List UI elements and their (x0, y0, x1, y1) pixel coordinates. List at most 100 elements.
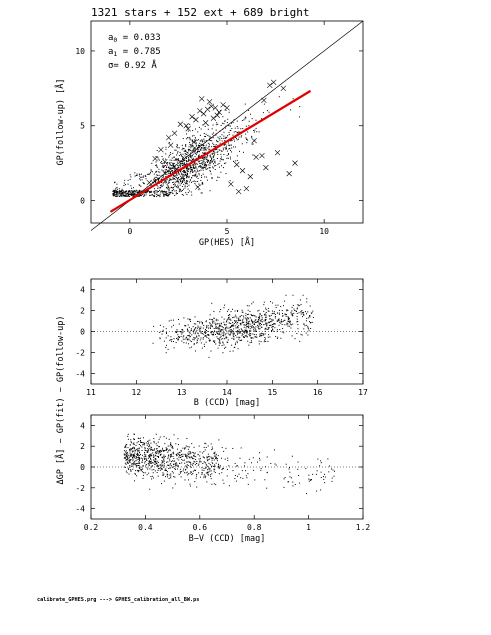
scatter-point (188, 451, 190, 453)
scatter-point (245, 330, 247, 332)
top-ytick-label: 10 (75, 47, 85, 56)
scatter-point (209, 327, 211, 329)
scatter-point (195, 152, 197, 154)
scatter-point (162, 474, 164, 476)
scatter-point (188, 159, 190, 161)
scatter-point (275, 464, 277, 466)
scatter-point (265, 322, 267, 324)
scatter-point (189, 172, 191, 174)
scatter-point (185, 168, 187, 170)
scatter-point (207, 453, 209, 455)
scatter-point (209, 190, 211, 192)
annotation-a1: a1 = 0.785 (108, 47, 161, 58)
scatter-point (148, 191, 150, 193)
scatter-point (178, 459, 180, 461)
bottom-xtick-label: 0.2 (84, 523, 99, 532)
scatter-point (172, 176, 174, 178)
scatter-point (153, 449, 155, 451)
scatter-point (148, 472, 150, 474)
scatter-point (251, 135, 253, 137)
scatter-point (248, 125, 250, 127)
scatter-point (197, 177, 199, 179)
scatter-point (210, 478, 212, 480)
scatter-point (240, 128, 242, 130)
scatter-point (222, 334, 224, 336)
scatter-point (137, 455, 139, 457)
scatter-point (156, 190, 158, 192)
scatter-point (261, 318, 263, 320)
scatter-point (135, 189, 137, 191)
scatter-point (192, 472, 194, 474)
scatter-point (118, 191, 120, 193)
scatter-point (191, 135, 193, 137)
scatter-point (250, 330, 252, 332)
scatter-point (160, 186, 162, 188)
scatter-point (199, 134, 201, 136)
scatter-point (135, 457, 137, 459)
scatter-point (259, 322, 261, 324)
scatter-point (174, 483, 176, 485)
scatter-point (177, 339, 179, 341)
scatter-point (184, 479, 186, 481)
scatter-point (197, 338, 199, 340)
scatter-point (237, 320, 239, 322)
scatter-point (186, 181, 188, 183)
scatter-point (251, 319, 253, 321)
scatter-point (141, 176, 143, 178)
scatter-point (266, 471, 268, 473)
scatter-point (221, 468, 223, 470)
scatter-point (228, 125, 230, 127)
scatter-point (227, 339, 229, 341)
scatter-point (270, 462, 272, 464)
scatter-point (184, 187, 186, 189)
scatter-point (157, 158, 159, 160)
scatter-point (115, 189, 117, 191)
scatter-point (139, 195, 141, 197)
scatter-point (267, 336, 269, 338)
scatter-point (197, 464, 199, 466)
scatter-point (171, 446, 173, 448)
scatter-point (265, 466, 267, 468)
scatter-point (224, 127, 226, 129)
scatter-point (162, 461, 164, 463)
scatter-point (196, 175, 198, 177)
scatter-point (197, 333, 199, 335)
scatter-point (181, 165, 183, 167)
scatter-point (125, 459, 127, 461)
scatter-point (263, 323, 265, 325)
scatter-point (236, 155, 238, 157)
scatter-point (178, 168, 180, 170)
scatter-point (246, 314, 248, 316)
scatter-point (156, 150, 158, 152)
scatter-point (150, 458, 152, 460)
scatter-point (125, 446, 127, 448)
scatter-point (178, 336, 180, 338)
scatter-point (131, 194, 133, 196)
scatter-point (186, 167, 188, 169)
scatter-point (236, 340, 238, 342)
scatter-point (181, 156, 183, 158)
scatter-point (173, 174, 175, 176)
scatter-point (260, 118, 262, 120)
scatter-point (190, 157, 192, 159)
scatter-point (223, 144, 225, 146)
scatter-point (199, 144, 201, 146)
scatter-point (184, 338, 186, 340)
scatter-point (195, 163, 197, 165)
scatter-point (137, 452, 139, 454)
scatter-point (185, 466, 187, 468)
scatter-point (305, 468, 307, 470)
scatter-point (191, 169, 193, 171)
scatter-point (148, 442, 150, 444)
scatter-point (194, 337, 196, 339)
scatter-point (214, 169, 216, 171)
scatter-point (183, 170, 185, 172)
scatter-point (144, 457, 146, 459)
scatter-point (209, 458, 211, 460)
scatter-point (201, 192, 203, 194)
scatter-point (156, 192, 158, 194)
scatter-point (241, 143, 243, 145)
scatter-point (234, 127, 236, 129)
scatter-point (165, 450, 167, 452)
scatter-point (188, 343, 190, 345)
